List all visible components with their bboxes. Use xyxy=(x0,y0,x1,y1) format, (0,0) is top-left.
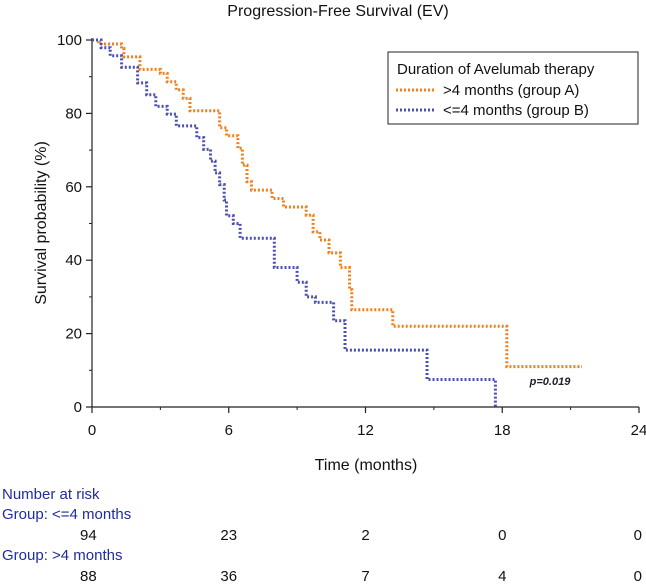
x-tick-label: 0 xyxy=(88,422,96,439)
x-axis-title: Time (months) xyxy=(315,457,418,474)
risk-count: 4 xyxy=(498,568,506,585)
risk-count: 0 xyxy=(498,527,506,544)
risk-count: 2 xyxy=(361,527,369,544)
risk-count: 88 xyxy=(80,568,97,585)
risk-count: 23 xyxy=(220,527,237,544)
y-tick-label: 80 xyxy=(65,105,82,122)
x-ticks: 0 6 12 18 24 xyxy=(88,407,646,439)
x-tick-label: 24 xyxy=(631,422,646,439)
legend-label-group-b: <=4 months (group B) xyxy=(443,102,589,119)
legend-box xyxy=(387,51,639,125)
y-axis-title: Survival probability (%) xyxy=(33,141,50,305)
y-ticks: 0 20 40 60 80 100 xyxy=(57,32,92,416)
x-tick-label: 6 xyxy=(225,422,233,439)
curve-group-a xyxy=(92,38,582,369)
x-tick-label: 12 xyxy=(357,422,374,439)
risk-count: 36 xyxy=(220,568,237,585)
y-tick-label: 0 xyxy=(74,399,82,416)
risk-group-label-b: Group: <=4 months xyxy=(2,506,131,523)
y-tick-label: 60 xyxy=(65,179,82,196)
chart-title: Progression-Free Survival (EV) xyxy=(227,3,448,20)
risk-count: 7 xyxy=(361,568,369,585)
legend-title: Duration of Avelumab therapy xyxy=(397,61,595,78)
risk-table-title: Number at risk xyxy=(2,486,100,503)
risk-row-group-a: 88 36 7 4 0 xyxy=(80,568,642,585)
y-tick-label: 40 xyxy=(65,252,82,269)
risk-group-label-a: Group: >4 months xyxy=(2,547,122,564)
risk-table: Number at risk Group: <=4 months 94 23 2 0 0… xyxy=(2,486,642,585)
risk-row-group-b: 94 23 2 0 0 xyxy=(80,527,642,544)
curve-group-b xyxy=(92,38,497,407)
risk-count: 0 xyxy=(634,568,642,585)
y-tick-label: 20 xyxy=(65,326,82,343)
x-tick-label: 18 xyxy=(494,422,511,439)
survival-curves xyxy=(92,38,582,407)
y-tick-label: 100 xyxy=(57,32,82,49)
risk-count: 0 xyxy=(634,527,642,544)
risk-count: 94 xyxy=(80,527,97,544)
legend-label-group-a: >4 months (group A) xyxy=(443,82,579,99)
p-value-annotation: p=0.019 xyxy=(529,376,572,388)
legend: Duration of Avelumab therapy >4 months (… xyxy=(387,51,639,125)
